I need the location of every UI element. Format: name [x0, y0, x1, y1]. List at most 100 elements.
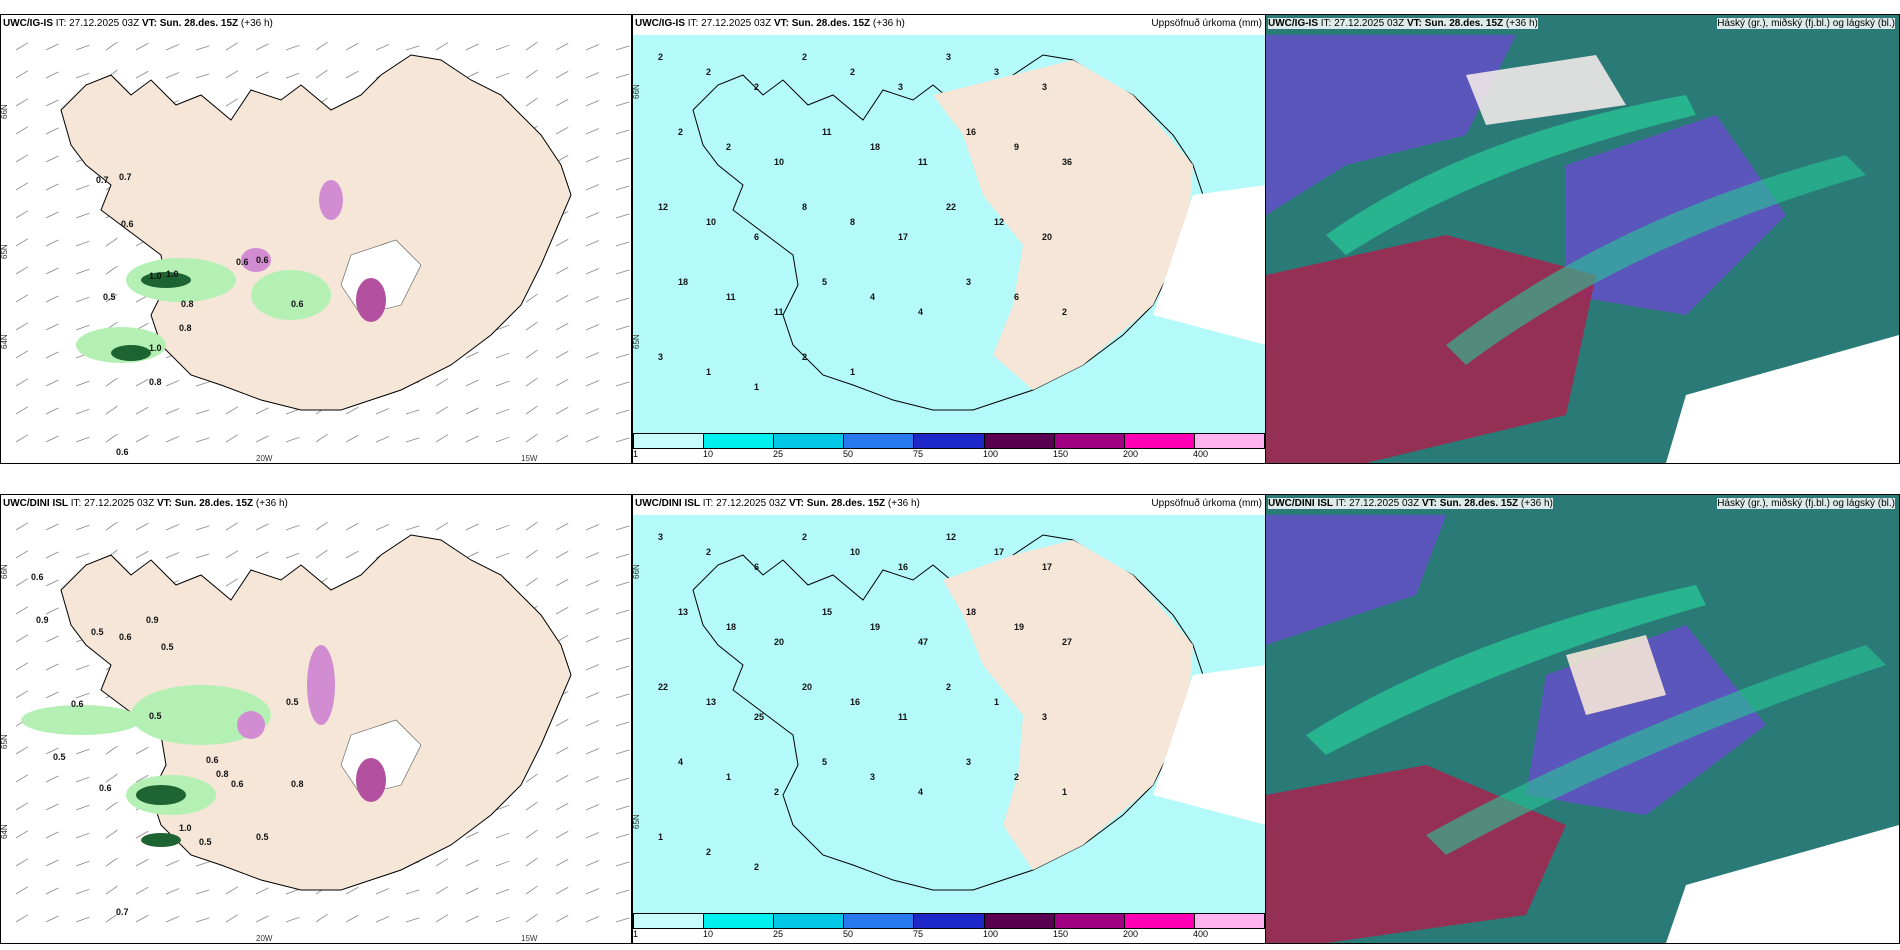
precip-value: 11	[918, 157, 928, 167]
precip-legend	[633, 913, 1265, 929]
wind-barb	[495, 524, 510, 531]
precip-panel-bottom: UWC/DINI ISL IT: 27.12.2025 03Z VT: Sun.…	[632, 494, 1267, 944]
wind-speed-label: 0.6	[99, 783, 112, 793]
wind-barb	[555, 914, 569, 923]
wind-speed-label: 0.7	[119, 172, 132, 182]
wind-barb	[615, 833, 630, 839]
precip-value: 36	[1062, 157, 1072, 167]
wind-barb	[165, 524, 180, 531]
legend-swatch	[1124, 434, 1195, 448]
wind-barb	[45, 43, 59, 51]
wind-barb	[585, 44, 600, 51]
wind-barb	[75, 408, 90, 415]
wind-speed-label: 0.6	[71, 699, 84, 709]
wind-barb	[75, 748, 90, 755]
magenta-area	[237, 711, 265, 739]
panel-title: UWC/IG-IS IT: 27.12.2025 03Z VT: Sun. 28…	[635, 18, 905, 29]
precip-value: 2	[802, 52, 807, 62]
wind-barb	[45, 551, 59, 559]
cloud-panel-bottom: UWC/DINI ISL IT: 27.12.2025 03Z VT: Sun.…	[1265, 494, 1900, 944]
wind-barb	[615, 157, 630, 163]
wind-barb	[75, 380, 90, 387]
wind-speed-labels: 0.90.60.60.80.50.50.61.00.60.50.80.60.50…	[31, 572, 304, 917]
wind-speed-label: 0.5	[286, 697, 299, 707]
wind-barb	[555, 126, 569, 135]
precip-value: 11	[898, 712, 908, 722]
precip-title: Uppsöfnuð úrkoma (mm)	[1151, 18, 1262, 29]
precip-value: 3	[966, 757, 971, 767]
wind-barb	[615, 353, 630, 359]
wind-barb	[285, 916, 300, 923]
wind-barb	[615, 581, 630, 587]
precip-map-bottom: 3262101612171713182015194718192722132520…	[633, 515, 1266, 925]
wind-barb	[15, 294, 29, 303]
wind-barb	[555, 98, 569, 107]
wind-speed-label: 0.6	[31, 572, 44, 582]
wind-barb	[465, 351, 479, 359]
wind-barb	[585, 184, 600, 191]
wind-barb	[75, 888, 90, 895]
cloud-map-top	[1266, 33, 1899, 463]
wind-barb	[555, 830, 569, 839]
wind-barb	[195, 553, 210, 559]
legend-label: 25	[773, 929, 784, 939]
wind-barb	[525, 41, 538, 51]
precip-value: 5	[822, 757, 827, 767]
cloud-band	[1326, 95, 1696, 255]
wind-barb	[345, 70, 359, 79]
wind-barb	[585, 212, 600, 219]
precip-value: 2	[706, 547, 711, 557]
dry-white	[1153, 665, 1266, 825]
precip-value: 2	[850, 67, 855, 77]
wind-barb	[555, 322, 569, 331]
precip-value: 2	[1062, 307, 1067, 317]
clear-sky	[1666, 335, 1899, 463]
clear-sky	[1466, 55, 1626, 125]
precip-value: 12	[994, 217, 1004, 227]
wind-barb	[495, 408, 510, 415]
cloud-panel-top: UWC/IG-IS IT: 27.12.2025 03Z VT: Sun. 28…	[1265, 14, 1900, 464]
wind-barb	[585, 72, 600, 79]
legend-swatch	[914, 914, 985, 928]
wind-barb	[525, 321, 538, 331]
precip-panel-top: UWC/IG-IS IT: 27.12.2025 03Z VT: Sun. 28…	[632, 14, 1267, 464]
wind-barb	[135, 858, 149, 867]
wind-barb	[615, 325, 630, 331]
wind-barb	[225, 550, 239, 559]
wind-speed-label: 0.5	[149, 711, 162, 721]
wind-barb	[105, 829, 118, 839]
wind-barb	[555, 774, 569, 783]
legend-label: 400	[1193, 449, 1209, 459]
wind-speed-label: 1.0	[149, 271, 162, 281]
wind-barb	[465, 523, 479, 531]
wind-barb	[135, 42, 149, 51]
green-dark	[136, 785, 186, 805]
wind-barb	[435, 434, 449, 443]
wind-barb	[75, 552, 90, 559]
legend-label: 75	[913, 929, 924, 939]
precip-value: 1	[754, 382, 759, 392]
precip-value: 1	[994, 697, 999, 707]
wind-barb	[255, 407, 269, 415]
wind-speed-label: 0.6	[119, 632, 132, 642]
precip-value: 2	[706, 67, 711, 77]
wind-barb	[45, 691, 59, 699]
wind-barb	[375, 524, 390, 531]
wind-barb	[525, 773, 538, 783]
precip-value: 1	[658, 832, 663, 842]
legend-swatch	[634, 434, 705, 448]
wind-barb	[585, 720, 600, 727]
precip-legend-labels: 1 10 25 50 75 100 150 200 400	[633, 449, 1263, 461]
wind-barb	[585, 268, 600, 275]
legend-swatch	[844, 914, 915, 928]
wind-barb	[15, 434, 29, 443]
precip-value: 2	[1014, 772, 1019, 782]
wind-barb	[585, 832, 600, 839]
legend-label: 200	[1123, 929, 1139, 939]
wind-barb	[225, 578, 239, 587]
panel-title: UWC/DINI ISL IT: 27.12.2025 03Z VT: Sun.…	[635, 498, 920, 509]
precip-values: 3262101612171713182015194718192722132520…	[658, 532, 1072, 872]
legend-label: 50	[843, 449, 854, 459]
lat-label: 65N	[1, 244, 9, 259]
precip-value: 4	[870, 292, 875, 302]
